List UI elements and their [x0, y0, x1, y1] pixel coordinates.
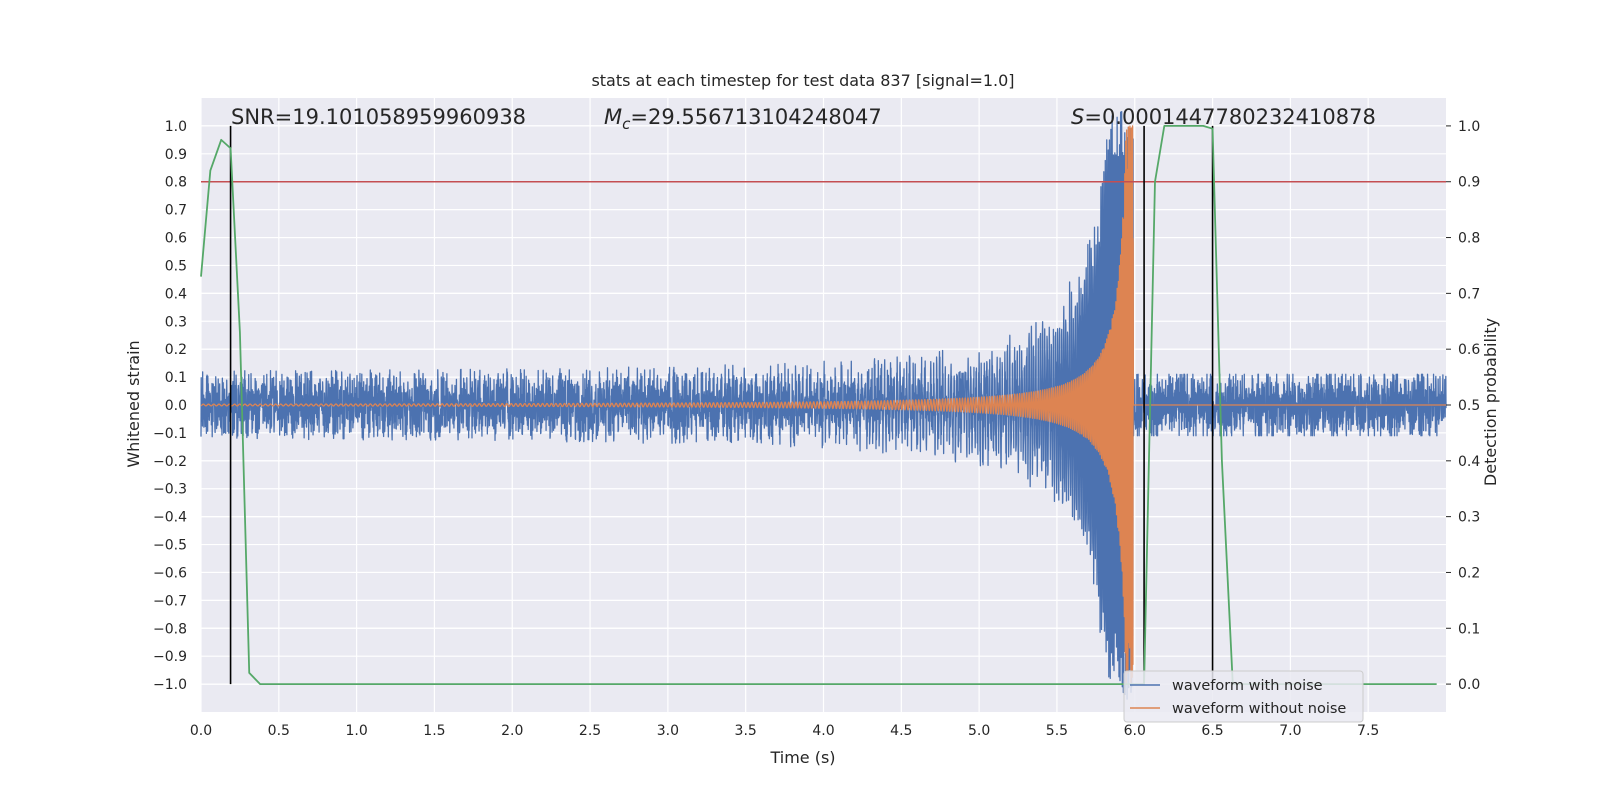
- y-tick-labels: 1.0 0.9 0.8 0.7 0.6 0.5 0.4 0.3 0.2 0.1 0.0 −0.1 −0.…: [153, 119, 187, 693]
- x-tick-label: 7.5: [1357, 723, 1379, 739]
- y-tick-label: 1.0: [165, 119, 187, 135]
- right-y-tick-label: 0.3: [1458, 510, 1480, 526]
- y-axis-label-right: Detection probability: [1481, 318, 1500, 486]
- y-tick-label: −0.6: [153, 565, 187, 581]
- x-tick-label: 4.0: [812, 723, 834, 739]
- y-tick-label: 0.0: [165, 398, 187, 414]
- chart-title: stats at each timestep for test data 837…: [591, 71, 1014, 90]
- x-tick-labels: 0.0 0.5 1.0 1.5 2.0 2.5 3.0 3.5 4.0 4.5 5.0 5.5 6.0 6…: [190, 723, 1379, 739]
- y-tick-label: 0.3: [165, 314, 187, 330]
- score-annotation: S=0.0001447780232410878: [1071, 105, 1376, 129]
- snr-annotation: SNR=19.101058959960938: [231, 105, 526, 129]
- y-tick-label: 0.6: [165, 231, 187, 247]
- series-line-detection-probability: [200, 125, 1437, 685]
- x-tick-label: 2.5: [579, 723, 601, 739]
- right-y-tick-label: 0.7: [1458, 286, 1480, 302]
- y-tick-label: −0.5: [153, 538, 187, 554]
- right-y-tick-label: 0.4: [1458, 454, 1480, 470]
- y-tick-label: −0.8: [153, 621, 187, 637]
- score-value: =0.0001447780232410878: [1084, 105, 1376, 129]
- legend: waveform with noise waveform without noi…: [1123, 670, 1364, 723]
- x-tick-label: 7.0: [1279, 723, 1301, 739]
- x-tick-label: 1.5: [423, 723, 445, 739]
- series-line-with-noise: [200, 110, 1447, 700]
- right-y-tick-label: 0.2: [1458, 565, 1480, 581]
- x-tick-label: 0.0: [190, 723, 212, 739]
- right-y-tick-label: 0.6: [1458, 342, 1480, 358]
- x-tick-label: 6.5: [1201, 723, 1223, 739]
- right-y-tick-labels: 1.0 0.9 0.8 0.7 0.6 0.5 0.4 0.3 0.2 0.1 0.0: [1446, 119, 1480, 693]
- right-y-tick-label: 1.0: [1458, 119, 1480, 135]
- right-y-tick-label: 0.9: [1458, 175, 1480, 191]
- y-tick-label: 0.8: [165, 175, 187, 191]
- y-tick-label: −0.7: [153, 593, 187, 609]
- legend-label-with-noise: waveform with noise: [1172, 678, 1323, 694]
- y-tick-label: −0.9: [153, 649, 187, 665]
- chirp-mass-annotation: Mc=29.556713104248047: [604, 105, 882, 133]
- y-tick-label: −0.3: [153, 482, 187, 498]
- legend-box: [1123, 670, 1364, 723]
- y-tick-label: 0.1: [165, 370, 187, 386]
- y-tick-label: 0.5: [165, 258, 187, 274]
- chirp-mass-subscript: c: [622, 115, 631, 133]
- x-tick-label: 3.0: [657, 723, 679, 739]
- x-tick-label: 1.0: [345, 723, 367, 739]
- x-tick-label: 5.5: [1046, 723, 1068, 739]
- y-tick-label: −0.1: [153, 426, 187, 442]
- chirp-mass-value: =29.556713104248047: [630, 105, 881, 129]
- right-y-tick-label: 0.5: [1458, 398, 1480, 414]
- x-tick-label: 4.5: [890, 723, 912, 739]
- right-y-tick-label: 0.0: [1458, 677, 1480, 693]
- right-y-tick-label: 0.1: [1458, 621, 1480, 637]
- x-tick-label: 5.0: [968, 723, 990, 739]
- series-line-without-noise: [200, 125, 1447, 684]
- x-tick-label: 0.5: [268, 723, 290, 739]
- y-tick-label: −0.4: [153, 510, 187, 526]
- y-tick-label: 0.9: [165, 147, 187, 163]
- score-symbol: S: [1071, 105, 1084, 129]
- series-layer: [200, 110, 1447, 700]
- y-tick-label: −0.2: [153, 454, 187, 470]
- overlay-layer: [200, 125, 1446, 685]
- y-tick-label: −1.0: [153, 677, 187, 693]
- right-y-tick-label: 0.8: [1458, 231, 1480, 247]
- y-tick-label: 0.2: [165, 342, 187, 358]
- chirp-mass-symbol: M: [604, 105, 622, 129]
- x-tick-label: 6.0: [1124, 723, 1146, 739]
- legend-label-without-noise: waveform without noise: [1172, 701, 1346, 717]
- x-tick-label: 3.5: [735, 723, 757, 739]
- y-tick-label: 0.4: [165, 286, 187, 302]
- y-tick-label: 0.7: [165, 203, 187, 219]
- y-axis-label-left: Whitened strain: [124, 340, 143, 467]
- x-tick-label: 2.0: [501, 723, 523, 739]
- x-axis-label: Time (s): [769, 748, 835, 767]
